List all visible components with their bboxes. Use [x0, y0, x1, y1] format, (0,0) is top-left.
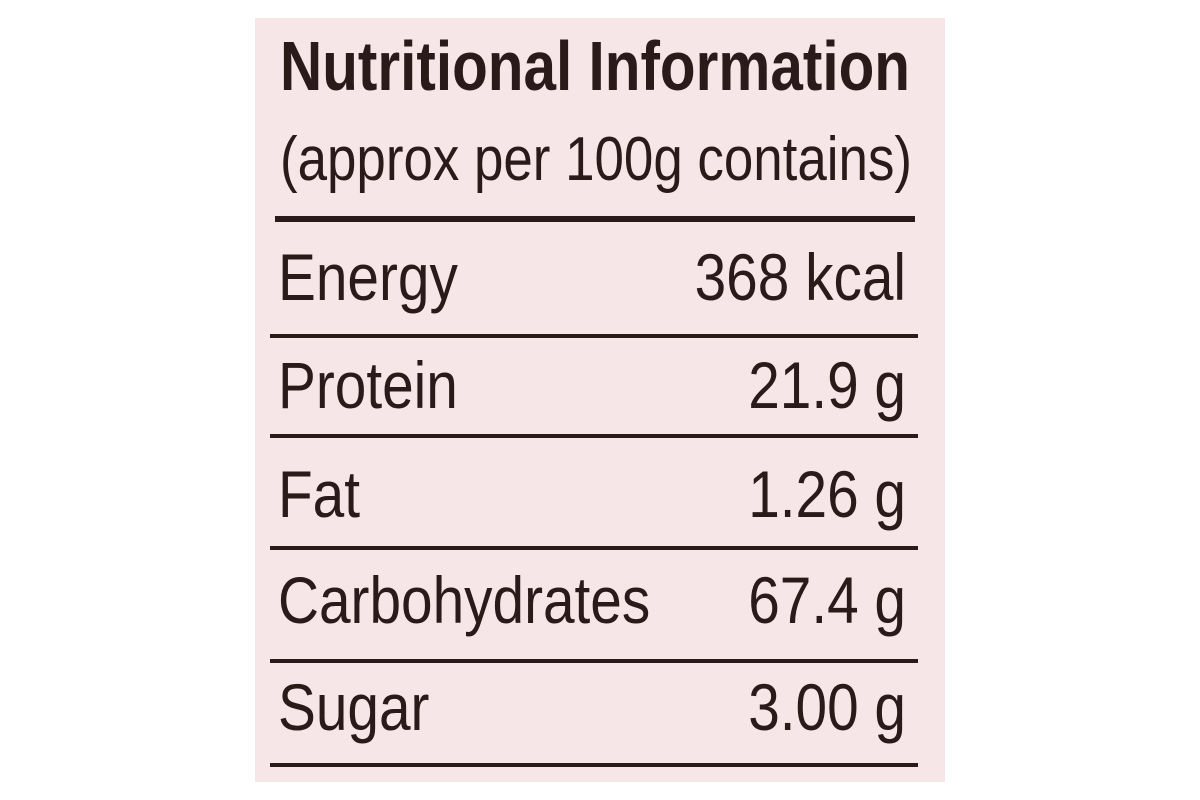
label-panel: [255, 18, 945, 782]
title: Nutritional Information: [280, 27, 910, 105]
nutrient-name: Sugar: [278, 671, 429, 745]
nutrient-value: 1.26 g: [748, 458, 906, 532]
nutrient-name: Carbohydrates: [278, 564, 650, 638]
nutrient-value: 3.00 g: [748, 671, 906, 745]
nutrient-name: Fat: [278, 458, 360, 532]
nutrient-value: 67.4 g: [748, 564, 906, 638]
subtitle: (approx per 100g contains): [280, 125, 912, 194]
nutrient-value: 368 kcal: [695, 241, 906, 315]
nutrient-table: Energy 368 kcal Protein 21.9 g Fat 1.26 g Carb…: [270, 241, 918, 767]
nutrient-name: Energy: [278, 241, 458, 315]
nutrient-name: Protein: [278, 349, 458, 423]
nutrient-value: 21.9 g: [748, 349, 906, 423]
